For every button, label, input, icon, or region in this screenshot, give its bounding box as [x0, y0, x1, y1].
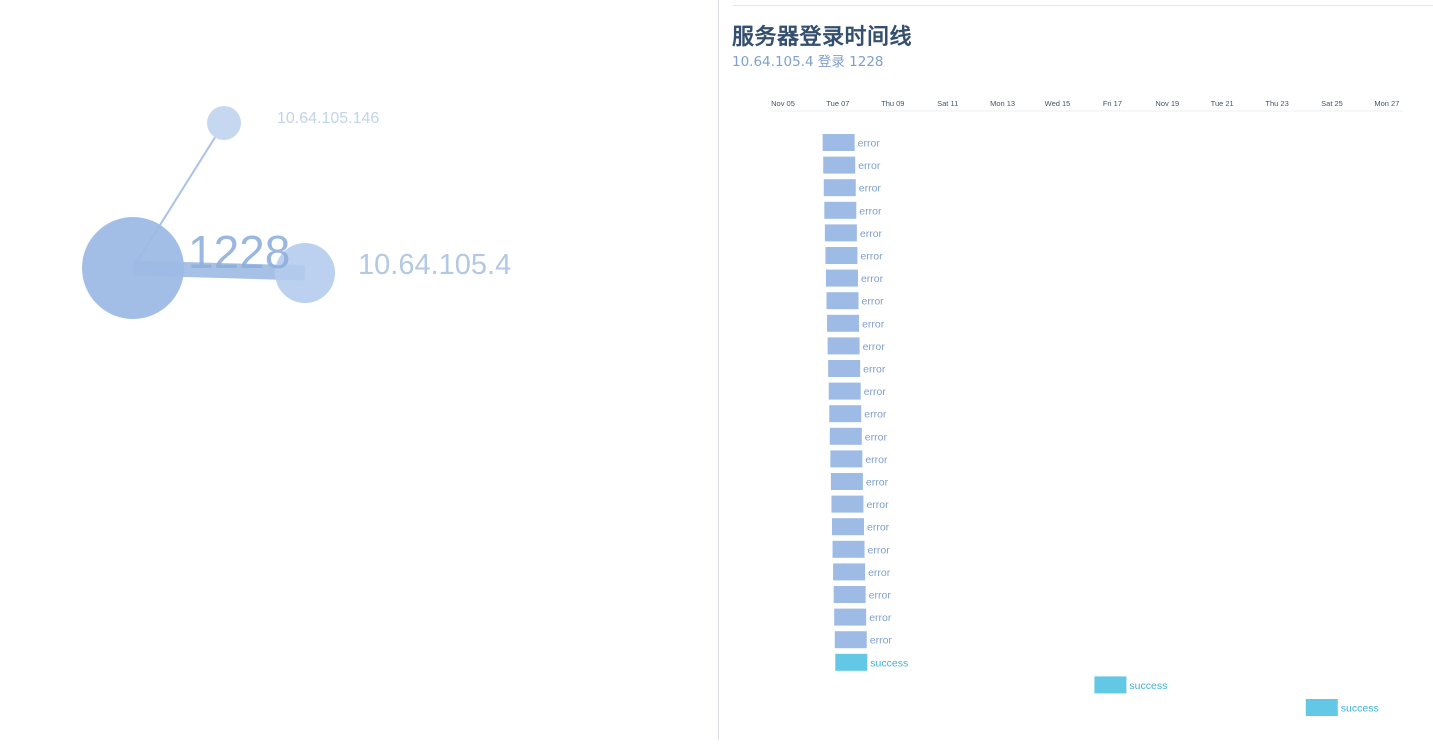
event-status-label: error [870, 635, 893, 647]
axis-tick-label: Nov 19 [1155, 99, 1179, 108]
event-status-label: success [1341, 703, 1379, 715]
timeline-subtitle: 10.64.105.4 登录 1228 [732, 54, 884, 70]
graph-node-146[interactable] [207, 106, 241, 140]
event-bar [833, 586, 866, 603]
axis-tick-label: Thu 09 [881, 99, 904, 108]
event-bar [828, 382, 861, 400]
event-status-label: error [864, 386, 887, 398]
event-status-label: error [861, 273, 884, 285]
axis-tick-label: Mon 27 [1374, 99, 1399, 108]
event-status-label: error [867, 522, 890, 534]
event-status-label: success [870, 657, 908, 669]
axis-tick-label: Mon 13 [990, 99, 1015, 108]
event-bar [1305, 699, 1338, 716]
event-bar [831, 495, 864, 513]
event-bar [824, 201, 857, 219]
event-bar [822, 134, 855, 151]
event-bar [830, 450, 863, 468]
event-bar [824, 224, 857, 242]
event-status-label: error [858, 160, 881, 172]
axis-tick-label: Sat 11 [937, 99, 958, 108]
event-status-label: error [859, 183, 882, 195]
top-rule [733, 5, 1433, 6]
event-status-label: error [860, 228, 883, 240]
axis-tick-label: Nov 05 [771, 99, 795, 108]
axis-tick-label: Tue 07 [826, 99, 849, 108]
event-bar [834, 608, 867, 626]
event-bar [827, 337, 860, 355]
graph-node-4[interactable] [275, 243, 335, 303]
event-status-label: error [863, 341, 886, 353]
event-status-label: error [869, 612, 892, 624]
event-bar [829, 405, 862, 423]
event-bar [823, 179, 856, 197]
graph-center-node[interactable] [82, 217, 184, 319]
event-bar [827, 314, 860, 332]
event-status-label: error [865, 454, 888, 466]
timeline-title: 服务器登录时间线 [732, 25, 913, 50]
event-bar [1094, 676, 1127, 694]
event-status-label: error [865, 431, 888, 443]
event-bar [834, 631, 867, 649]
timeline-panel: 服务器登录时间线 10.64.105.4 登录 1228 Nov 05 Tue 0… [719, 0, 1433, 740]
event-status-label: error [866, 499, 889, 511]
center-node-count: 1228 [188, 226, 290, 278]
event-bar [825, 247, 858, 264]
event-bar [829, 427, 862, 445]
event-status-label: error [862, 318, 885, 330]
event-status-label: error [868, 544, 891, 556]
event-status-label: error [863, 364, 886, 376]
event-status-label: error [866, 477, 889, 489]
login-graph-panel: 1228 10.64.105.146 10.64.105.4 [0, 0, 718, 740]
node-label-4: 10.64.105.4 [358, 249, 511, 281]
axis-tick-label: Wed 15 [1045, 99, 1071, 108]
event-bar [833, 563, 866, 581]
event-bar [832, 540, 865, 558]
event-status-label: error [858, 138, 881, 150]
event-bar [826, 292, 859, 310]
event-bar [835, 653, 868, 671]
timeline-chart: Nov 05 Tue 07 Thu 09 Sat 11 Mon 13 Wed 15 Fri … [771, 99, 1403, 716]
axis-tick-label: Sat 25 [1321, 99, 1343, 108]
event-status-label: success [1129, 680, 1167, 692]
event-bar [831, 518, 864, 536]
event-status-label: error [869, 590, 892, 602]
event-bar [830, 473, 863, 490]
event-status-label: error [860, 251, 883, 263]
axis-tick-label: Thu 23 [1265, 99, 1288, 108]
event-status-label: error [864, 409, 887, 421]
axis-tick-label: Fri 17 [1103, 99, 1122, 108]
event-bar [828, 360, 861, 377]
node-label-146: 10.64.105.146 [277, 110, 379, 127]
event-bar [825, 269, 858, 287]
event-bar [823, 156, 856, 174]
panel-divider [718, 0, 719, 740]
event-status-label: error [862, 296, 885, 308]
event-status-label: error [859, 205, 882, 217]
axis-tick-label: Tue 21 [1211, 99, 1234, 108]
event-status-label: error [868, 567, 891, 579]
login-graph: 1228 10.64.105.146 10.64.105.4 [82, 106, 511, 319]
